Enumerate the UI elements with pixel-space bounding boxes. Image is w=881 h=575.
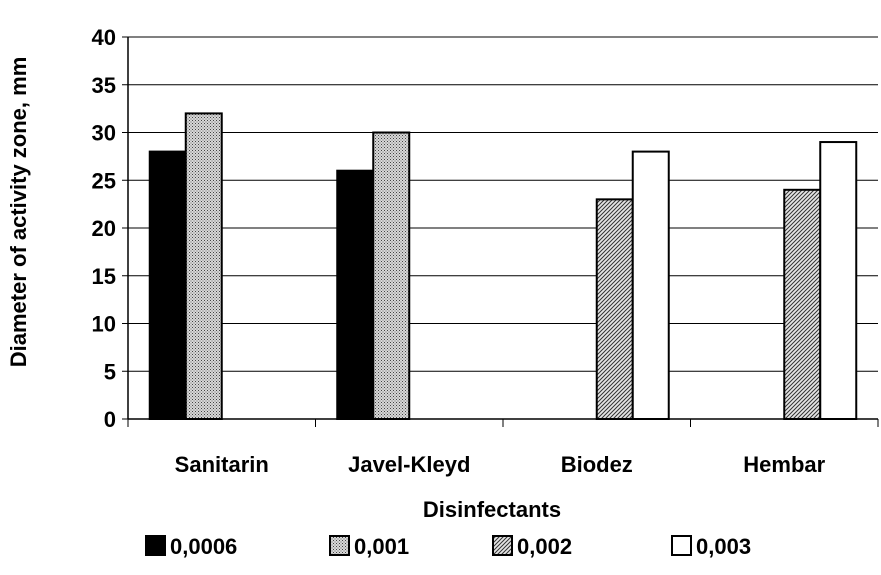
legend-swatch xyxy=(492,535,513,556)
y-tick-label: 30 xyxy=(92,121,116,146)
legend-swatch xyxy=(145,535,166,556)
labels: 0 5 10 15 20 25 30 35 40 Sanitarin Javel-Kleyd Biod… xyxy=(92,25,826,477)
y-tick-label: 10 xyxy=(92,312,116,337)
gridlines xyxy=(128,36,878,372)
x-tick-label: Sanitarin xyxy=(175,452,269,477)
legend-swatch xyxy=(671,535,692,556)
x-tick-label: Hembar xyxy=(743,452,825,477)
x-axis-title: Disinfectants xyxy=(423,497,561,522)
legend-label: 0,0006 xyxy=(170,534,237,559)
bar xyxy=(631,150,670,420)
y-tick-label: 15 xyxy=(92,264,116,289)
axes xyxy=(122,36,879,427)
y-tick-label: 0 xyxy=(104,407,116,432)
bar xyxy=(783,188,822,420)
bar xyxy=(336,169,375,420)
y-tick-label: 5 xyxy=(104,359,116,384)
bars xyxy=(148,112,858,421)
legend-label: 0,003 xyxy=(696,534,751,559)
y-tick-label: 40 xyxy=(92,25,116,50)
bar xyxy=(372,131,411,420)
legend: 0,0006 0,001 0,002 0,003 xyxy=(145,534,751,559)
y-tick-label: 20 xyxy=(92,216,116,241)
bar xyxy=(184,112,223,421)
x-tick-label: Biodez xyxy=(561,452,633,477)
y-axis-title: Diameter of activity zone, mm xyxy=(6,57,31,368)
legend-label: 0,002 xyxy=(517,534,572,559)
bar xyxy=(595,198,634,420)
bar xyxy=(148,150,187,420)
legend-label: 0,001 xyxy=(354,534,409,559)
x-tick-label: Javel-Kleyd xyxy=(348,452,470,477)
legend-swatch xyxy=(329,535,350,556)
y-tick-label: 25 xyxy=(92,168,116,193)
bar xyxy=(819,141,858,421)
y-tick-label: 35 xyxy=(92,73,116,98)
